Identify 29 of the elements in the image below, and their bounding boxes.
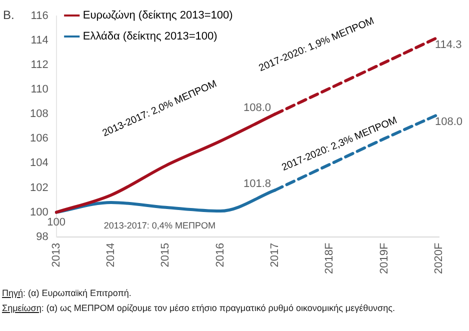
x-tick-label: 2019F <box>378 242 390 274</box>
x-tick-label: 2016 <box>214 242 226 268</box>
x-tick-label: 2018F <box>324 242 336 274</box>
x-tick-label: 2017 <box>269 242 282 268</box>
x-tick-label: 2020F <box>433 242 446 274</box>
data-label: 100 <box>47 216 66 228</box>
y-tick-label: 116 <box>30 10 48 22</box>
y-tick-label: 106 <box>30 132 48 145</box>
text: Πηγή: (α) Ευρωπαϊκή Επιτροπή. <box>2 287 132 300</box>
legend-label: Ευρωζώνη (δείκτης 2013=100) <box>82 10 233 22</box>
x-tick-label: 2015 <box>160 242 172 268</box>
y-tick-label: 114 <box>30 34 48 47</box>
y-tick-label: 110 <box>30 84 48 96</box>
data-label: 114.3 <box>435 38 462 51</box>
chart-title: B. <box>3 8 14 22</box>
text: Σημείωση: (α) ως ΜΕΠΡΟΜ ορίζουμε τον μέσο ετήσιο πραγματικό ρυθμό οικονομικής μεγέθυνσης. <box>2 302 395 315</box>
data-label: 108.0 <box>435 116 463 128</box>
x-tick-label: 2013 <box>50 242 62 268</box>
y-tick-label: 104 <box>30 157 48 170</box>
y-tick-label: 100 <box>30 206 48 218</box>
annotation: 2013-2017: 0,4% ΜΕΠΡΟΜ <box>104 220 216 230</box>
x-tick-label: 2014 <box>105 242 118 268</box>
legend-label: Ελλάδα (δείκτης 2013=100) <box>82 30 218 43</box>
y-tick-label: 98 <box>36 230 48 243</box>
data-label: 108.0 <box>243 102 272 114</box>
y-tick-label: 108 <box>30 108 48 120</box>
y-tick-label: 102 <box>30 182 48 194</box>
y-tick-label: 112 <box>30 59 48 72</box>
data-label: 101.8 <box>243 178 272 190</box>
